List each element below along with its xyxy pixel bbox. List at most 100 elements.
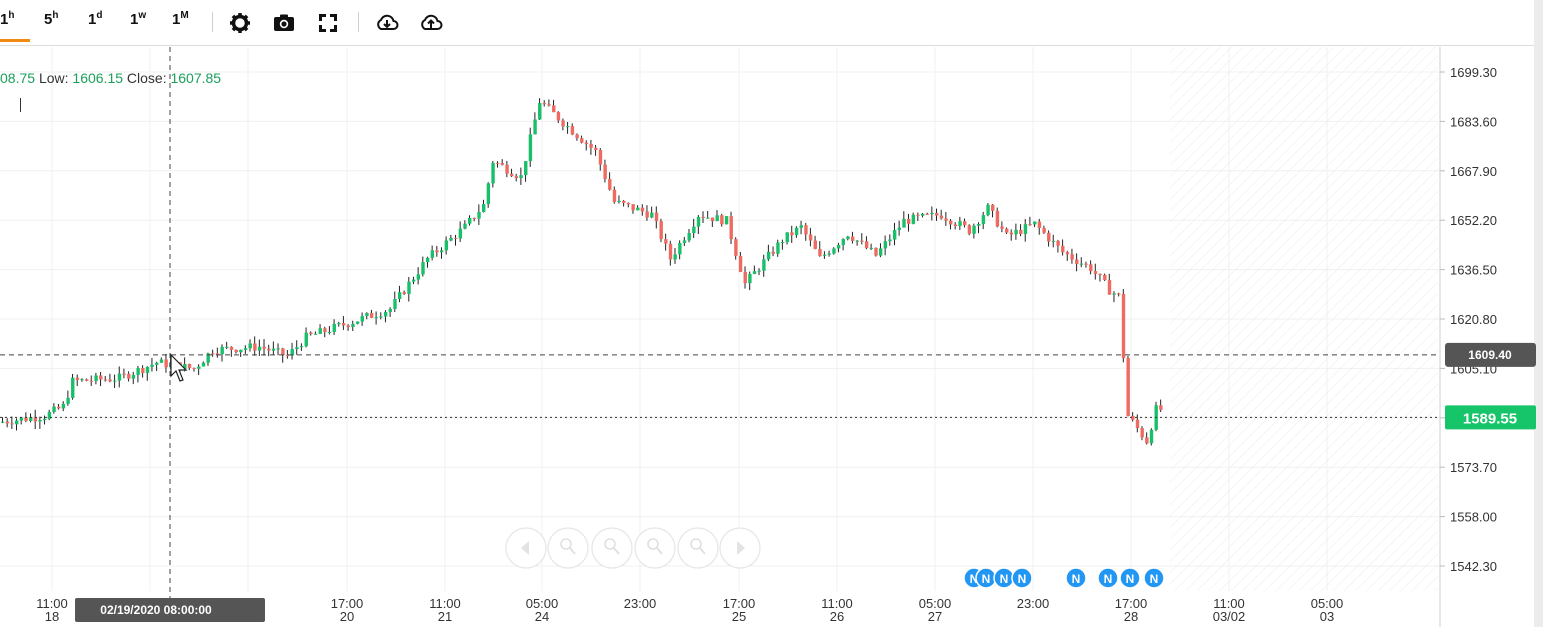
candle-body xyxy=(318,328,322,334)
news-marker[interactable] xyxy=(1097,567,1119,589)
candle-body xyxy=(743,271,747,284)
news-marker[interactable] xyxy=(1143,567,1165,589)
chart-navigation xyxy=(505,527,761,569)
candle-body xyxy=(225,346,229,348)
candle-body xyxy=(1019,229,1023,235)
timeframe-5h[interactable]: 5h xyxy=(44,10,58,28)
candle-body xyxy=(538,103,542,120)
candle-body xyxy=(482,204,486,213)
price-tick-label: 1542.30 xyxy=(1450,559,1497,574)
candle-body xyxy=(500,163,505,165)
candle-body xyxy=(383,311,388,317)
candle-body xyxy=(519,175,523,179)
time-tick-day: 26 xyxy=(830,609,844,624)
price-tick-label: 1558.00 xyxy=(1450,510,1497,525)
news-marker[interactable] xyxy=(1065,567,1087,589)
timeframe-1h[interactable]: 1h xyxy=(0,10,14,28)
candle-body xyxy=(542,103,547,105)
candle-body xyxy=(468,217,472,224)
candle-body xyxy=(85,379,89,381)
candle-body xyxy=(103,379,108,381)
candle-body xyxy=(720,215,724,225)
timeframe-1w[interactable]: 1w xyxy=(130,10,146,28)
candle-body xyxy=(771,251,775,254)
candle-body xyxy=(715,215,719,222)
candle-body xyxy=(514,176,519,179)
timeframe-value: 5 xyxy=(44,11,53,28)
candle-body xyxy=(790,232,794,236)
candle-body xyxy=(958,221,962,226)
candles xyxy=(1,98,1163,446)
candle-body xyxy=(813,240,817,249)
time-tick-day: 03/02 xyxy=(1213,609,1246,624)
candle-body xyxy=(281,348,285,356)
candle-body xyxy=(575,134,579,139)
magnifier-handle xyxy=(613,547,620,555)
candle-body xyxy=(61,403,66,409)
news-marker-label: N xyxy=(1072,572,1081,586)
candle-body xyxy=(533,119,537,135)
candle-body xyxy=(608,179,612,190)
candle-body xyxy=(1009,232,1014,235)
download-icon[interactable] xyxy=(375,11,399,35)
candle-body xyxy=(1042,227,1046,233)
candle-body xyxy=(748,274,752,284)
time-tick-day: 25 xyxy=(732,609,746,624)
candle-body xyxy=(967,225,972,234)
magnifier-glyph xyxy=(647,538,659,550)
toolbar-divider xyxy=(358,12,359,32)
candle-body xyxy=(285,355,290,357)
candle-body xyxy=(547,104,551,106)
candle-body xyxy=(206,353,210,363)
candle-body xyxy=(640,207,645,212)
candle-body xyxy=(271,348,276,351)
time-tick-label: 11:00 xyxy=(36,596,68,611)
candle-body xyxy=(435,250,439,253)
candle-body xyxy=(295,347,299,350)
candle-body xyxy=(678,243,682,255)
candle-body xyxy=(570,126,575,135)
timeframe-1M[interactable]: 1M xyxy=(172,10,189,28)
candle-body xyxy=(944,218,948,221)
candle-body xyxy=(650,212,654,218)
candle-body xyxy=(477,212,481,219)
candle-body xyxy=(977,223,981,226)
candle-body xyxy=(201,362,206,367)
news-marker[interactable] xyxy=(1011,567,1033,589)
candle-body xyxy=(1033,221,1037,225)
candle-body xyxy=(874,247,878,256)
fullscreen-icon[interactable] xyxy=(316,11,340,35)
candle-body xyxy=(449,237,453,241)
candle-body xyxy=(1121,293,1126,359)
candle-body xyxy=(860,240,864,242)
candle-body xyxy=(164,359,168,368)
candle-body xyxy=(393,298,397,310)
candle-body xyxy=(1051,240,1056,242)
timeframe-1d[interactable]: 1d xyxy=(88,10,102,28)
camera-icon[interactable] xyxy=(272,11,296,35)
magnifier-handle xyxy=(656,547,663,555)
candle-body xyxy=(463,223,467,229)
magnifier-handle xyxy=(699,547,706,555)
candle-body xyxy=(1023,224,1028,235)
upload-icon[interactable] xyxy=(419,11,443,35)
news-marker[interactable] xyxy=(1119,567,1141,589)
candle-body xyxy=(453,237,458,239)
candle-body xyxy=(617,200,621,202)
time-tick-day: 18 xyxy=(45,609,59,624)
mouse-pointer-icon xyxy=(170,353,188,382)
candle-body xyxy=(827,253,831,255)
candle-body xyxy=(66,397,70,404)
candle-body xyxy=(892,229,897,240)
low-label: Low: xyxy=(38,70,69,86)
gear-icon[interactable] xyxy=(228,11,252,35)
candle-body xyxy=(603,164,607,180)
candle-body xyxy=(141,368,145,373)
price-tick-label: 1620.80 xyxy=(1450,312,1497,327)
candle-body xyxy=(794,227,799,236)
candle-body xyxy=(267,348,271,351)
candle-body xyxy=(729,216,733,240)
candle-body xyxy=(664,239,668,244)
